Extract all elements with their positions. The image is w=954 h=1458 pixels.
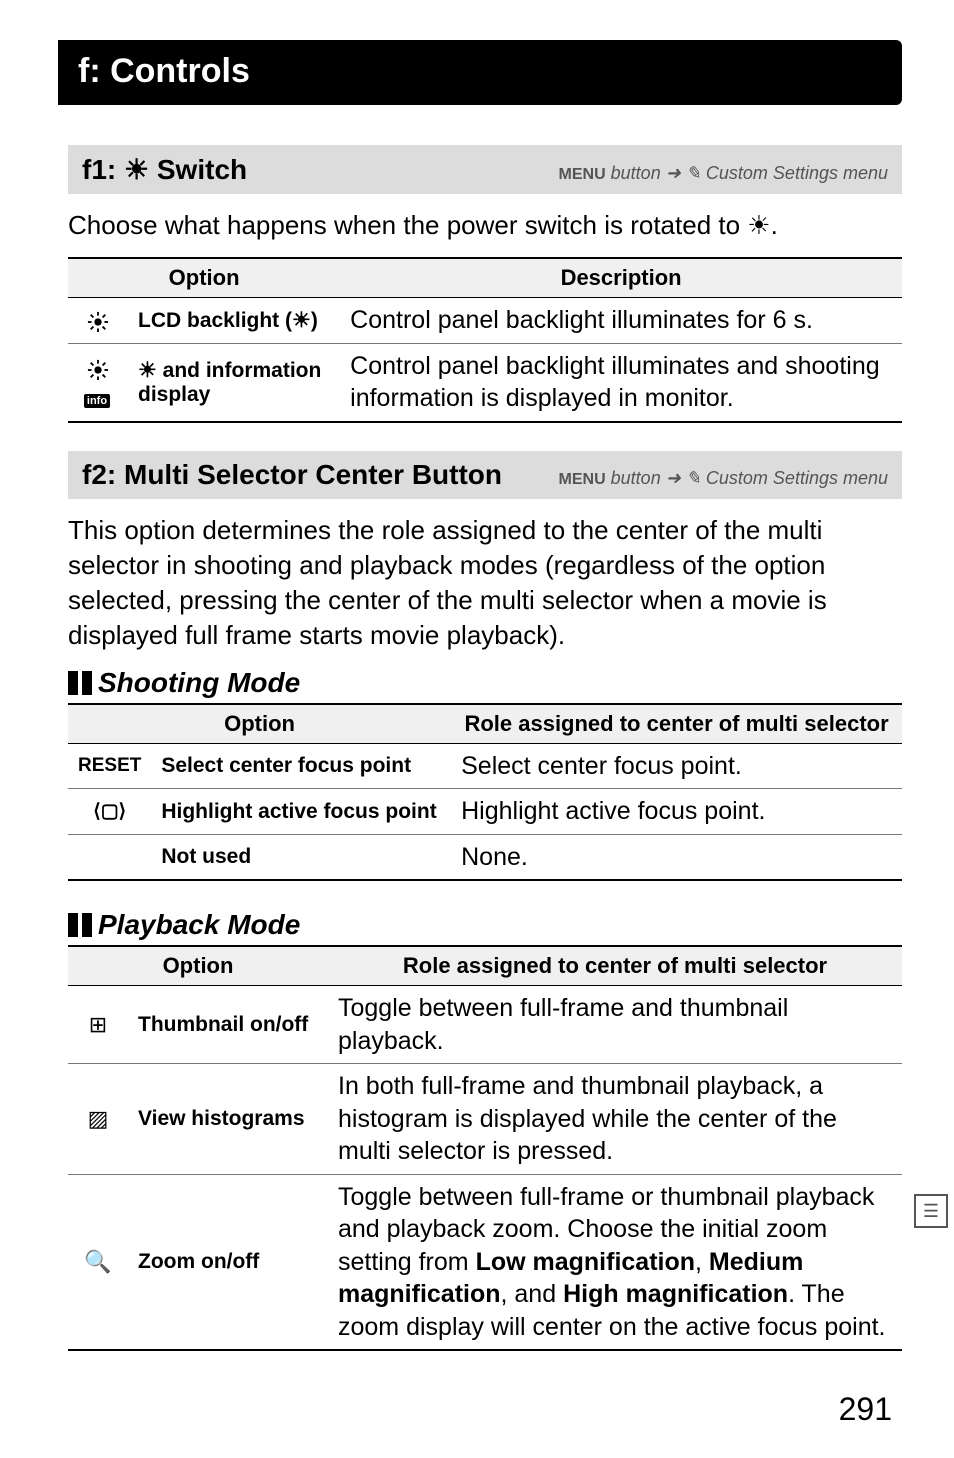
playback-mode-heading: Playback Mode	[68, 909, 902, 941]
zoom-icon: 🔍	[68, 1174, 128, 1350]
table-row: 🔍 Zoom on/off Toggle between full-frame …	[68, 1174, 902, 1350]
pencil-icon: ✎	[686, 163, 701, 184]
f1-title: f1: ☀ Switch	[82, 153, 247, 186]
f1-th-desc: Description	[340, 258, 902, 298]
play-r1-label: View histograms	[128, 1064, 328, 1175]
menu-button-label: MENU	[559, 471, 606, 488]
page-footer: 291	[68, 1391, 902, 1428]
table-row: Not used None.	[68, 834, 902, 880]
shoot-r2-label: Not used	[151, 834, 451, 880]
f1-table: Option Description LCD backlight (☀) Con…	[68, 257, 902, 423]
f2-menu-path: MENU button ➜ ✎ Custom Settings menu	[559, 468, 888, 489]
menu-path-dest: Custom Settings menu	[706, 468, 888, 488]
play-th-option: Option	[68, 946, 328, 986]
menu-path-suffix: button ➜	[611, 468, 686, 488]
f1-setting-bar: f1: ☀ Switch MENU button ➜ ✎ Custom Sett…	[68, 145, 902, 194]
play-r1-desc: In both full-frame and thumbnail playbac…	[328, 1064, 902, 1175]
table-row: RESET Select center focus point Select c…	[68, 743, 902, 789]
menu-path-dest: Custom Settings menu	[706, 163, 888, 183]
table-row: LCD backlight (☀) Control panel backligh…	[68, 298, 902, 344]
table-header-row: Option Description	[68, 258, 902, 298]
reset-icon: RESET	[68, 743, 151, 789]
r2-mid1: ,	[695, 1248, 709, 1276]
table-header-row: Option Role assigned to center of multi …	[68, 704, 902, 744]
menu-button-label: MENU	[559, 166, 606, 183]
side-icon-glyph: ☰	[923, 1201, 939, 1222]
r2-mid2: , and	[501, 1280, 564, 1308]
shooting-table: Option Role assigned to center of multi …	[68, 703, 902, 882]
f1-th-option: Option	[68, 258, 340, 298]
playback-table: Option Role assigned to center of multi …	[68, 945, 902, 1351]
f2-title: f2: Multi Selector Center Button	[82, 459, 502, 491]
playback-heading-label: Playback Mode	[98, 909, 300, 941]
f1-row1-label: ☀ and information display	[128, 343, 340, 422]
f2-body: This option determines the role assigned…	[68, 513, 902, 653]
table-row: ▨ View histograms In both full-frame and…	[68, 1064, 902, 1175]
shoot-r0-label: Select center focus point	[151, 743, 451, 789]
thumbnail-icon: ⊞	[68, 986, 128, 1064]
f1-row1-desc: Control panel backlight illuminates and …	[340, 343, 902, 422]
f2-setting-bar: f2: Multi Selector Center Button MENU bu…	[68, 451, 902, 499]
f1-row0-desc: Control panel backlight illuminates for …	[340, 298, 902, 344]
sun-icon	[68, 298, 128, 344]
heading-bars-icon	[68, 671, 92, 695]
side-menu-icon: ☰	[914, 1194, 948, 1228]
shoot-th-option: Option	[68, 704, 451, 744]
table-row: ⟨▢⟩ Highlight active focus point Highlig…	[68, 789, 902, 835]
blank-icon	[68, 834, 151, 880]
shooting-mode-heading: Shooting Mode	[68, 667, 902, 699]
table-row: ⊞ Thumbnail on/off Toggle between full-f…	[68, 986, 902, 1064]
play-th-role: Role assigned to center of multi selecto…	[328, 946, 902, 986]
info-badge: info	[84, 394, 110, 408]
play-r2-label: Zoom on/off	[128, 1174, 328, 1350]
section-title: f: Controls	[78, 52, 250, 90]
f1-body: Choose what happens when the power switc…	[68, 208, 902, 243]
f1-row0-label: LCD backlight (☀)	[128, 298, 340, 344]
section-header: f: Controls	[58, 40, 902, 105]
shooting-heading-label: Shooting Mode	[98, 667, 300, 699]
shoot-r2-desc: None.	[451, 834, 902, 880]
shoot-r0-desc: Select center focus point.	[451, 743, 902, 789]
menu-path-suffix: button ➜	[611, 163, 686, 183]
page-number: 291	[839, 1391, 892, 1428]
shoot-th-role: Role assigned to center of multi selecto…	[451, 704, 902, 744]
play-r2-desc: Toggle between full-frame or thumbnail p…	[328, 1174, 902, 1350]
pencil-icon: ✎	[686, 468, 701, 489]
shoot-r1-desc: Highlight active focus point.	[451, 789, 902, 835]
r2-b3: High magnification	[563, 1280, 788, 1308]
highlight-icon: ⟨▢⟩	[68, 789, 151, 835]
play-r0-label: Thumbnail on/off	[128, 986, 328, 1064]
heading-bars-icon	[68, 913, 92, 937]
table-row: info ☀ and information display Control p…	[68, 343, 902, 422]
shoot-r1-label: Highlight active focus point	[151, 789, 451, 835]
r2-b1: Low magnification	[476, 1248, 695, 1276]
sun-info-icon: info	[68, 343, 128, 422]
f1-menu-path: MENU button ➜ ✎ Custom Settings menu	[559, 163, 888, 184]
play-r0-desc: Toggle between full-frame and thumbnail …	[328, 986, 902, 1064]
table-header-row: Option Role assigned to center of multi …	[68, 946, 902, 986]
histogram-icon: ▨	[68, 1064, 128, 1175]
